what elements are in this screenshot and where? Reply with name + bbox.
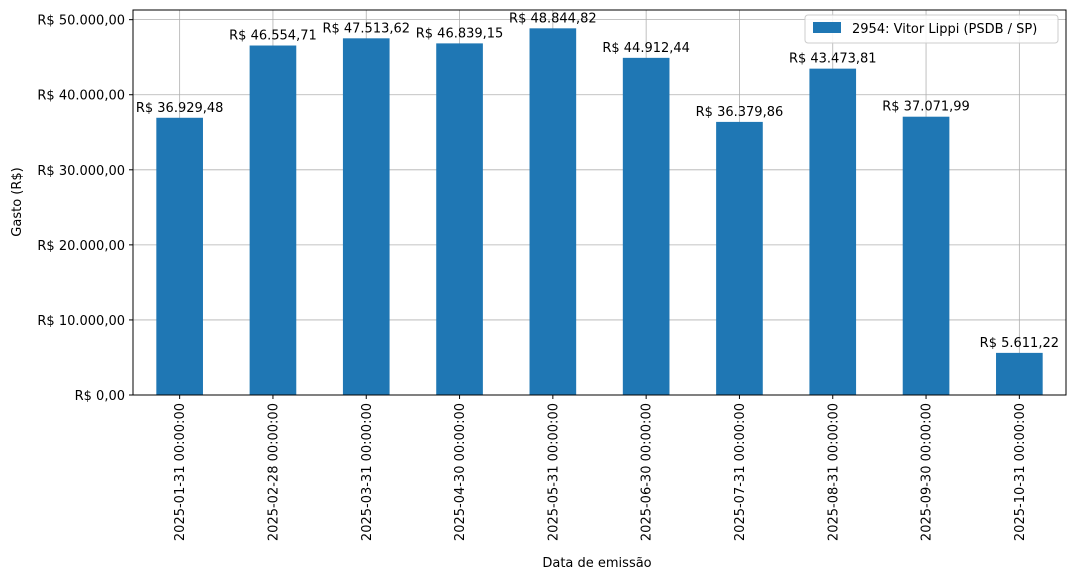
bar-value-label: R$ 46.839,15 [416, 26, 504, 41]
x-axis: 2025-01-31 00:00:00 2025-02-28 00:00:00 20… [173, 395, 1028, 541]
x-tick-label: 2025-01-31 00:00:00 [173, 403, 188, 541]
bar [809, 68, 857, 395]
bar-value-label: R$ 44.912,44 [602, 41, 690, 56]
y-tick-label: R$ 30.000,00 [37, 164, 125, 179]
x-tick-label: 2025-10-31 00:00:00 [1013, 403, 1028, 541]
x-tick-label: 2025-05-31 00:00:00 [546, 403, 561, 541]
bar-value-label: R$ 5.611,22 [980, 336, 1059, 351]
y-axis-title: Gasto (R$) [10, 167, 25, 236]
bar-value-label: R$ 36.379,86 [696, 105, 784, 120]
bar-value-label: R$ 48.844,82 [509, 11, 597, 26]
y-tick-label: R$ 10.000,00 [37, 314, 125, 329]
data-labels: R$ 36.929,48 R$ 46.554,71 R$ 47.513,62 R$ 4… [136, 11, 1059, 351]
bar [622, 57, 670, 395]
bar [156, 117, 203, 395]
x-axis-title: Data de emissão [542, 556, 651, 571]
y-tick-label: R$ 20.000,00 [37, 239, 125, 254]
x-tick-label: 2025-08-31 00:00:00 [826, 403, 841, 541]
bar [529, 28, 577, 396]
x-tick-label: 2025-04-30 00:00:00 [453, 403, 468, 541]
bars [156, 28, 1043, 396]
y-axis: R$ 0,00 R$ 10.000,00 R$ 20.000,00 R$ 30.000… [37, 14, 133, 404]
bar [716, 121, 763, 395]
bar [436, 43, 483, 396]
y-tick-label: R$ 50.000,00 [37, 14, 125, 29]
x-tick-label: 2025-03-31 00:00:00 [360, 403, 375, 541]
bar-value-label: R$ 43.473,81 [789, 52, 877, 67]
bar [996, 352, 1043, 395]
bar [342, 38, 390, 395]
legend-label: 2954: Vitor Lippi (PSDB / SP) [852, 22, 1037, 37]
legend-box [804, 14, 1059, 44]
legend: 2954: Vitor Lippi (PSDB / SP) [804, 14, 1059, 44]
bar-value-label: R$ 46.554,71 [229, 29, 317, 44]
x-tick-label: 2025-09-30 00:00:00 [920, 403, 935, 541]
y-tick-label: R$ 0,00 [75, 389, 125, 404]
y-tick-label: R$ 40.000,00 [37, 89, 125, 104]
x-tick-label: 2025-02-28 00:00:00 [266, 403, 281, 541]
bar [249, 45, 297, 395]
legend-swatch [813, 22, 841, 33]
bar-value-label: R$ 47.513,62 [322, 21, 410, 36]
x-tick-label: 2025-07-31 00:00:00 [733, 403, 748, 541]
bar-value-label: R$ 37.071,99 [882, 100, 970, 115]
x-tick-label: 2025-06-30 00:00:00 [640, 403, 655, 541]
plot-area-frame [132, 9, 1067, 396]
bar [902, 116, 950, 395]
bar-value-label: R$ 36.929,48 [136, 101, 224, 116]
